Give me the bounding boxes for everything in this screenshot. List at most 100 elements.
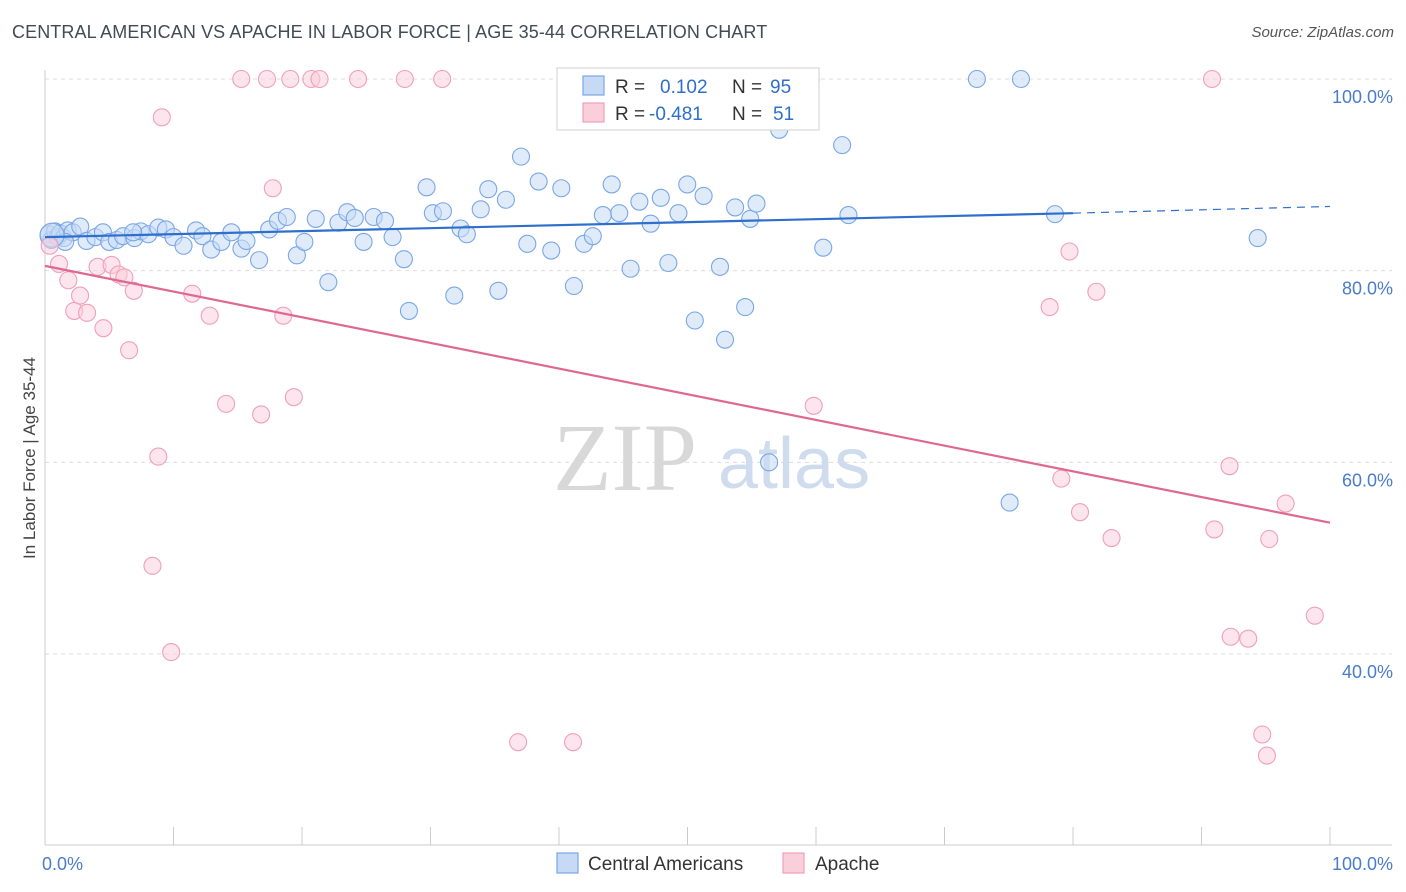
- central-americans-point-92: [1248, 229, 1267, 248]
- central-americans-point-77: [715, 330, 735, 349]
- central-americans-point-49: [445, 286, 464, 305]
- legend-r-label-2: R =: [615, 104, 645, 125]
- central-americans-point-54: [489, 281, 508, 300]
- legend-r-value-2: -0.481: [649, 104, 703, 125]
- bottom-legend-apache: Apache: [815, 854, 879, 875]
- central-americans-point-78: [726, 198, 745, 217]
- y-tick-label-100: 100.0%: [1332, 87, 1393, 107]
- central-americans-point-21: [174, 236, 193, 255]
- legend-swatch-central-americans: [582, 75, 605, 96]
- apache-point-33: [563, 733, 583, 752]
- central-americans-point-91: [1011, 69, 1031, 89]
- bottom-legend-swatch-central-americans: [556, 852, 579, 874]
- apache-point-23: [263, 179, 282, 198]
- central-americans-point-56: [511, 147, 531, 166]
- central-americans-point-46: [417, 178, 436, 197]
- x-tick-label-0: 0.0%: [42, 854, 83, 874]
- central-americans-point-58: [529, 172, 548, 191]
- apache-point-46: [1253, 725, 1272, 744]
- central-americans-point-23: [193, 227, 212, 246]
- series-legend: Central Americans Apache: [556, 852, 879, 875]
- axes: [44, 70, 1392, 846]
- legend-n-value-1: 95: [770, 77, 791, 98]
- central-americans-point-94: [124, 223, 143, 242]
- apache-point-28: [310, 69, 329, 89]
- central-americans-point-72: [669, 204, 688, 223]
- bottom-legend-central-americans: Central Americans: [588, 854, 743, 875]
- apache-point-21: [252, 405, 271, 424]
- central-americans-point-53: [479, 180, 498, 199]
- legend-n-label-2: N =: [732, 104, 762, 125]
- central-americans-point-80: [741, 209, 760, 228]
- central-americans-point-75: [694, 186, 713, 205]
- watermark-atlas: atlas: [718, 424, 870, 504]
- central-americans-point-36: [319, 273, 338, 292]
- apache-point-49: [1276, 494, 1295, 513]
- central-americans-point-70: [651, 188, 670, 207]
- apache-point-15: [152, 108, 171, 127]
- apache-point-29: [349, 69, 368, 89]
- central-americans-point-74: [685, 311, 704, 330]
- central-americans-point-79: [736, 298, 755, 317]
- apache-point-40: [1102, 528, 1121, 548]
- apache-point-18: [200, 306, 219, 325]
- apache-point-30: [395, 69, 414, 89]
- legend-swatch-apache: [582, 102, 605, 123]
- apache-point-37: [1060, 242, 1079, 261]
- y-tick-labels: 40.0% 60.0% 80.0% 100.0%: [1332, 87, 1393, 682]
- legend-r-label-1: R =: [615, 77, 645, 98]
- trend-line-central-americans: [44, 212, 1074, 239]
- central-americans-point-68: [630, 192, 649, 211]
- apache-point-16: [162, 643, 181, 662]
- central-americans-point-73: [678, 175, 697, 194]
- apache-point-12: [124, 281, 143, 300]
- central-americans-point-85: [814, 238, 833, 257]
- central-americans-point-40: [354, 232, 373, 251]
- apache-point-26: [284, 388, 303, 407]
- apache-point-19: [217, 394, 236, 413]
- trend-line-apache: [44, 264, 1331, 524]
- apache-point-43: [1220, 457, 1239, 476]
- apache-point-50: [1305, 606, 1324, 625]
- apache-point-7: [94, 319, 113, 338]
- central-americans-point-48: [433, 202, 452, 221]
- apache-point-32: [509, 733, 528, 752]
- apache-point-2: [59, 271, 78, 290]
- legend-r-value-1: 0.102: [660, 77, 708, 98]
- central-americans-point-59: [542, 241, 561, 260]
- chart-title: CENTRAL AMERICAN VS APACHE IN LABOR FORC…: [12, 22, 768, 42]
- apache-point-25: [281, 69, 300, 89]
- apache-point-35: [1040, 298, 1059, 317]
- central-americans-point-52: [471, 200, 490, 219]
- central-americans-point-43: [383, 228, 402, 247]
- central-americans-point-66: [610, 204, 629, 223]
- apache-point-14: [149, 447, 168, 466]
- central-americans-point-67: [621, 259, 640, 278]
- central-americans-point-39: [345, 208, 364, 228]
- y-axis-label: In Labor Force | Age 35-44: [20, 357, 39, 559]
- central-americans-point-60: [552, 179, 571, 198]
- watermark-zip: ZIP: [553, 404, 697, 511]
- apache-point-20: [232, 69, 251, 89]
- source-label: Source: ZipAtlas.com: [1251, 24, 1394, 41]
- central-americans-point-44: [394, 250, 413, 269]
- central-americans-point-29: [250, 251, 269, 270]
- apache-point-48: [1260, 529, 1279, 549]
- central-americans-point-81: [747, 194, 766, 213]
- gridlines: [45, 78, 1392, 655]
- central-americans-point-57: [518, 234, 537, 253]
- y-tick-label-80: 80.0%: [1342, 279, 1393, 299]
- central-americans-point-76: [710, 257, 730, 276]
- central-americans-point-86: [833, 136, 852, 155]
- central-americans-point-82: [760, 453, 779, 472]
- apache-point-36: [1052, 469, 1071, 488]
- legend-n-label-1: N =: [732, 77, 762, 98]
- apache-point-11: [120, 341, 139, 360]
- apache-point-22: [257, 69, 277, 89]
- central-americans-point-45: [399, 301, 418, 320]
- apache-point-13: [143, 556, 162, 575]
- central-americans-point-65: [602, 175, 621, 194]
- x-tick-labels: 0.0% 100.0%: [42, 854, 1393, 874]
- central-americans-point-34: [295, 232, 314, 251]
